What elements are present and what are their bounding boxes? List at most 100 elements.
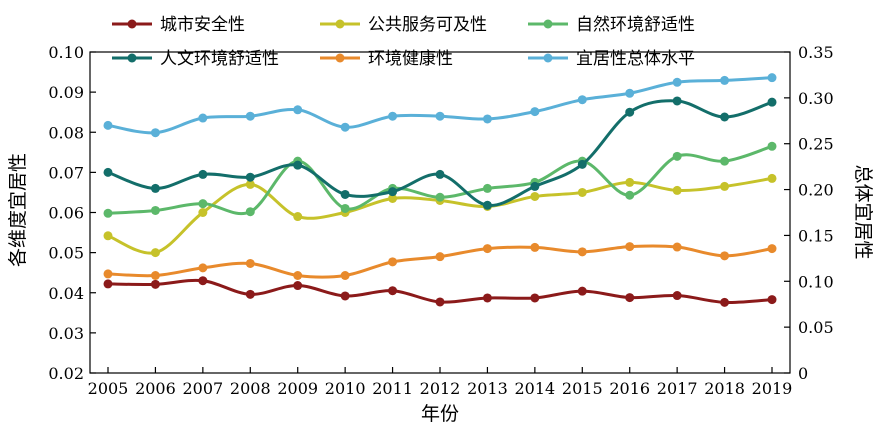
x-axis-title: 年份 (421, 403, 459, 425)
data-point (435, 252, 445, 262)
data-point (103, 231, 113, 241)
right-y-tick-label: 0.35 (798, 43, 834, 62)
data-point (198, 263, 208, 273)
left-y-tick-label: 0.08 (48, 123, 84, 142)
data-point (625, 190, 635, 200)
data-point (625, 107, 635, 117)
data-point (388, 257, 398, 267)
legend-swatch-marker (127, 53, 137, 63)
x-tick-label: 2016 (609, 379, 650, 398)
x-tick-label: 2012 (420, 379, 461, 398)
right-y-tick-label: 0.15 (798, 226, 834, 245)
data-point (340, 203, 350, 213)
data-point (577, 286, 587, 296)
right-y-tick-label: 0.05 (798, 318, 834, 337)
data-point (388, 111, 398, 121)
series-line (107, 176, 773, 255)
data-point (293, 212, 303, 222)
data-point (293, 105, 303, 115)
data-point (388, 286, 398, 296)
series-1 (103, 276, 777, 307)
legend-item: 宜居性总体水平 (528, 49, 695, 69)
data-point (435, 111, 445, 121)
legend-swatch-marker (335, 53, 345, 63)
left-y-tick-label: 0.04 (48, 284, 84, 303)
data-point (577, 247, 587, 257)
x-tick-label: 2018 (704, 379, 745, 398)
data-point (198, 169, 208, 179)
data-point (150, 128, 160, 138)
data-point (293, 160, 303, 170)
x-tick-label: 2013 (467, 379, 508, 398)
data-point (245, 289, 255, 299)
data-point (720, 156, 730, 166)
data-point (530, 191, 540, 201)
data-point (482, 183, 492, 193)
left-y-tick-label: 0.03 (48, 324, 84, 343)
data-point (672, 185, 682, 195)
data-point (150, 205, 160, 215)
data-point (340, 122, 350, 132)
x-tick-label: 2005 (88, 379, 129, 398)
left-y-tick-label: 0.09 (48, 83, 84, 102)
data-point (150, 183, 160, 193)
plot-frame (89, 51, 791, 374)
data-point (625, 88, 635, 98)
legend-label: 自然环境舒适性 (576, 15, 695, 35)
data-point (103, 120, 113, 130)
x-tick-label: 2008 (230, 379, 271, 398)
data-point (340, 189, 350, 199)
axes: 0.02 0.03 0.04 0.05 0.06 0.07 0.08 0.09 0.10 0 0.0… (48, 43, 833, 398)
data-point (767, 173, 777, 183)
legend-item: 公共服务可及性 (320, 15, 487, 35)
left-y-tick-label: 0.05 (48, 244, 84, 263)
legend-label: 宜居性总体水平 (576, 49, 695, 69)
left-y-tick-label: 0.02 (48, 364, 84, 383)
data-point (720, 181, 730, 191)
data-point (198, 276, 208, 286)
series-5 (103, 242, 777, 280)
data-point (767, 73, 777, 83)
left-y-tick-label: 0.10 (48, 43, 84, 62)
data-point (625, 293, 635, 303)
right-y-tick-label: 0.25 (798, 135, 834, 154)
data-point (245, 179, 255, 189)
left-y-tick-label: 0.07 (48, 163, 84, 182)
data-point (388, 193, 398, 203)
right-y-tick-label: 0.30 (798, 89, 834, 108)
data-point (720, 297, 730, 307)
legend-item: 环境健康性 (320, 49, 453, 69)
x-tick-label: 2009 (277, 379, 318, 398)
data-point (767, 295, 777, 305)
right-y-axis-title: 总体宜居性 (852, 164, 874, 259)
data-point (435, 297, 445, 307)
x-tick-label: 2014 (514, 379, 555, 398)
data-point (767, 141, 777, 151)
data-point (482, 114, 492, 124)
data-point (293, 270, 303, 280)
series-layer (103, 73, 777, 307)
x-tick-label: 2015 (562, 379, 603, 398)
data-point (720, 75, 730, 85)
series-3 (103, 141, 777, 218)
data-point (672, 96, 682, 106)
data-point (482, 293, 492, 303)
legend-item: 城市安全性 (112, 15, 245, 35)
data-point (577, 187, 587, 197)
legend-swatch-marker (543, 19, 553, 29)
legend-swatch-marker (543, 53, 553, 63)
legend-swatch-marker (127, 19, 137, 29)
data-point (482, 200, 492, 210)
data-point (530, 107, 540, 117)
data-point (672, 77, 682, 87)
data-point (103, 208, 113, 218)
data-point (198, 208, 208, 217)
data-point (482, 244, 492, 254)
data-point (625, 242, 635, 252)
data-point (198, 199, 208, 209)
data-point (150, 270, 160, 280)
data-point (625, 177, 635, 187)
data-point (245, 111, 255, 121)
